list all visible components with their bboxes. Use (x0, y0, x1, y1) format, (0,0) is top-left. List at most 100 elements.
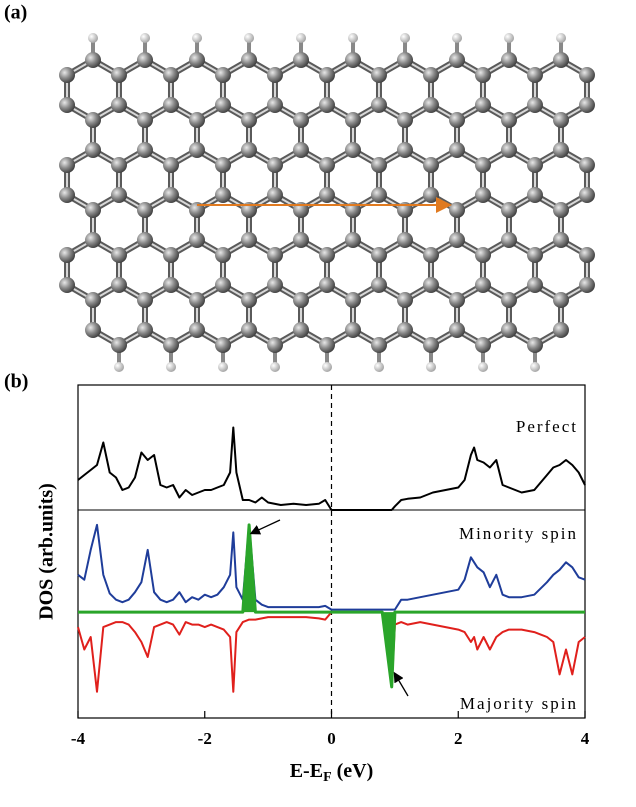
carbon-atom (501, 112, 517, 128)
carbon-atom (163, 187, 179, 203)
carbon-atom (85, 322, 101, 338)
carbon-atom (293, 292, 309, 308)
carbon-atom (553, 52, 569, 68)
carbon-atom (397, 142, 413, 158)
hydrogen-atom (192, 33, 202, 43)
panel-label: (b) (4, 371, 28, 393)
carbon-atom (579, 67, 595, 83)
x-axis-label: E-EF (eV) (290, 760, 374, 786)
carbon-atom (527, 277, 543, 293)
x-label-part: E-E (290, 760, 323, 782)
carbon-atom (319, 337, 335, 353)
carbon-atom (163, 67, 179, 83)
page: {"panel_a": {"label": "(a)"}, "chart_dat… (0, 0, 636, 807)
carbon-atom (345, 112, 361, 128)
carbon-atom (267, 67, 283, 83)
carbon-atom (345, 142, 361, 158)
carbon-atom (241, 112, 257, 128)
carbon-atom (345, 292, 361, 308)
carbon-atom (293, 142, 309, 158)
carbon-atom (449, 232, 465, 248)
carbon-atom (189, 142, 205, 158)
carbon-atom (423, 277, 439, 293)
carbon-atom (59, 97, 75, 113)
carbon-atom (59, 277, 75, 293)
carbon-atom (241, 292, 257, 308)
carbon-atom (553, 202, 569, 218)
y-axis-label: DOS (arb.units) (36, 483, 58, 620)
carbon-atom (501, 322, 517, 338)
carbon-atom (371, 337, 387, 353)
carbon-atom (371, 67, 387, 83)
carbon-atom (267, 97, 283, 113)
hydrogen-atom (166, 362, 176, 372)
carbon-atom (527, 97, 543, 113)
hydrogen-atom (504, 33, 514, 43)
carbon-atom (163, 277, 179, 293)
carbon-atom (345, 232, 361, 248)
carbon-atom (397, 322, 413, 338)
hydrogen-atom (400, 33, 410, 43)
carbon-atom (293, 322, 309, 338)
carbon-atom (579, 247, 595, 263)
carbon-atom (137, 202, 153, 218)
hydrogen-atom (426, 362, 436, 372)
carbon-atom (319, 97, 335, 113)
hydrogen-atom (88, 33, 98, 43)
carbon-atom (553, 142, 569, 158)
carbon-atom (423, 187, 439, 203)
carbon-atom (319, 277, 335, 293)
carbon-atom (111, 277, 127, 293)
x-tick-label: -2 (198, 729, 212, 748)
carbon-atom (137, 322, 153, 338)
carbon-atom (527, 337, 543, 353)
carbon-atom (319, 67, 335, 83)
carbon-atom (241, 322, 257, 338)
carbon-atom (501, 232, 517, 248)
carbon-atom (293, 232, 309, 248)
carbon-atom (501, 142, 517, 158)
carbon-atom (267, 157, 283, 173)
carbon-atom (163, 97, 179, 113)
x-tick-label: 0 (327, 729, 336, 748)
carbon-atom (449, 202, 465, 218)
carbon-atom (579, 187, 595, 203)
carbon-atom (293, 52, 309, 68)
carbon-atom (215, 337, 231, 353)
carbon-atom (59, 187, 75, 203)
carbon-atom (371, 187, 387, 203)
carbon-atom (501, 52, 517, 68)
carbon-atom (189, 112, 205, 128)
carbon-atom (579, 97, 595, 113)
carbon-atom (527, 187, 543, 203)
carbon-atom (85, 292, 101, 308)
carbon-atom (215, 157, 231, 173)
carbon-atom (137, 232, 153, 248)
carbon-atom (267, 277, 283, 293)
hydrogen-atom (374, 362, 384, 372)
carbon-atom (111, 157, 127, 173)
carbon-atom (85, 52, 101, 68)
carbon-atom (215, 67, 231, 83)
carbon-atom (553, 232, 569, 248)
carbon-atom (371, 97, 387, 113)
hydrogen-atom (270, 362, 280, 372)
pointer-arrow (395, 674, 408, 696)
carbon-atom (137, 112, 153, 128)
annotation: Minority spin (459, 524, 578, 543)
carbon-atom (397, 292, 413, 308)
carbon-atom (449, 112, 465, 128)
molecule (59, 33, 595, 372)
carbon-atom (241, 232, 257, 248)
carbon-atom (59, 157, 75, 173)
carbon-atom (85, 232, 101, 248)
carbon-atom (163, 157, 179, 173)
carbon-atom (371, 247, 387, 263)
carbon-atom (111, 97, 127, 113)
x-tick-label: -4 (71, 729, 86, 748)
dos-plot: PerfectMinority spinMajority spin-4-2024… (36, 385, 590, 785)
carbon-atom (345, 322, 361, 338)
carbon-atom (475, 187, 491, 203)
carbon-atom (189, 232, 205, 248)
carbon-atom (189, 322, 205, 338)
